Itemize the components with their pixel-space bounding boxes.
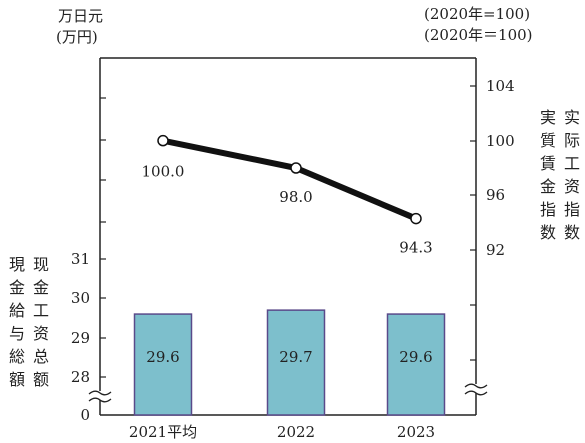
bar (386, 313, 446, 416)
left-axis-title-zh-char: 现 (33, 255, 49, 274)
right-axis-title-zh-char: 际 (564, 131, 580, 150)
right-axis-title-ja-char: 質 (540, 131, 556, 150)
category-label: 2022 (277, 423, 315, 441)
left-axis-break (88, 390, 112, 403)
line-marker (157, 134, 169, 147)
left-axis-unit-zh: (万円) (56, 28, 98, 46)
left-axis-title-zh-char: 工 (33, 301, 49, 320)
right-tick-label: 92 (486, 241, 505, 259)
right-axis-title-zh-char: 资 (564, 177, 580, 196)
break-line (88, 397, 112, 403)
line-series: 100.0 98.0 94.3 (142, 134, 433, 257)
line-data-label: 98.0 (279, 188, 312, 206)
line-data-label: 100.0 (142, 163, 185, 181)
left-axis-title-zh-char: 总 (33, 347, 49, 366)
left-axis-title-ja-char: 総 (9, 347, 25, 366)
left-axis-title-ja-char: 給 (9, 301, 25, 320)
bar-data-label: 29.6 (399, 348, 432, 366)
line-data-label: 94.3 (399, 239, 432, 257)
right-axis-title-zh-char: 数 (564, 223, 580, 242)
bar-data-label: 29.7 (279, 348, 312, 366)
line-marker (290, 162, 302, 174)
right-tick-label: 100 (486, 132, 515, 150)
tick-labels: 0 28 29 30 31 92 96 100 104 2021平均 2022 2023 (71, 77, 515, 441)
break-line (464, 383, 488, 389)
right-axis-title-zh-char: 工 (564, 154, 580, 173)
left-tick-label: 30 (71, 289, 90, 307)
right-axis-title-zh-char: 实 (564, 108, 580, 127)
right-axis-title-ja-char: 数 (540, 223, 556, 242)
category-label: 2023 (397, 423, 435, 441)
right-axis-title-ja-char: 金 (540, 177, 556, 196)
left-axis-title-ja-char: 与 (9, 324, 25, 343)
left-axis-title-zh-char: 额 (33, 370, 49, 389)
left-axis-title-zh-char: 资 (33, 324, 49, 343)
break-line (464, 390, 488, 396)
right-axis-title-ja-char: 指 (540, 200, 556, 219)
left-axis-title-ja-char: 現 (9, 255, 25, 274)
right-axis-break (464, 383, 488, 396)
category-label: 2021平均 (129, 423, 197, 441)
left-tick-label: 28 (71, 368, 90, 386)
left-tick-label: 31 (71, 250, 90, 268)
line-marker (410, 212, 422, 225)
left-tick-label: 0 (80, 406, 90, 424)
break-line (88, 390, 112, 396)
bar-data-label: 29.6 (146, 348, 179, 366)
bars: 29.6 29.7 29.6 (133, 309, 446, 416)
break-gap (90, 391, 110, 400)
left-axis-title-ja-char: 額 (9, 370, 25, 389)
left-axis-title-ja-char: 金 (9, 278, 25, 297)
right-axis-unit-ja: (2020年=100) (424, 5, 530, 23)
break-gap (466, 384, 486, 393)
bar (133, 313, 193, 416)
right-axis-unit-zh: (2020年＝100) (424, 26, 533, 44)
left-axis-title-zh-char: 金 (33, 278, 49, 297)
bar (266, 309, 326, 416)
right-tick-label: 96 (486, 186, 505, 204)
line-path (162, 137, 418, 222)
right-axis-title-ja-char: 実 (540, 108, 556, 127)
left-tick-label: 29 (71, 329, 90, 347)
left-axis-unit-ja: 万日元 (58, 7, 103, 25)
right-axis-title-zh-char: 指 (564, 200, 580, 219)
right-axis-title-ja-char: 賃 (540, 154, 556, 173)
right-tick-label: 104 (486, 77, 515, 95)
